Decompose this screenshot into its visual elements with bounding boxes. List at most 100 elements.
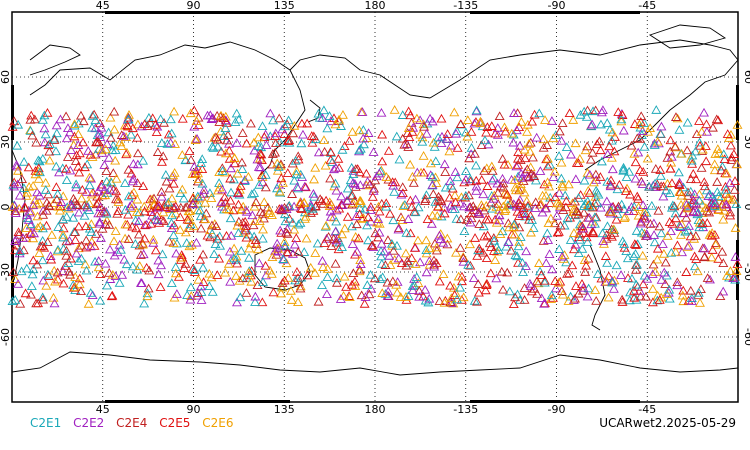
- occultation-point: [538, 142, 549, 152]
- occultation-point: [211, 221, 222, 231]
- occultation-point: [370, 175, 381, 185]
- occultation-point: [239, 176, 250, 185]
- occultation-point: [39, 123, 50, 133]
- occultation-point: [457, 276, 467, 286]
- occultation-point: [462, 131, 473, 141]
- occultation-point: [231, 251, 242, 261]
- occultation-point: [626, 273, 637, 283]
- occultation-point: [234, 275, 245, 285]
- occultation-point: [354, 125, 365, 135]
- occultation-point: [273, 162, 284, 171]
- occultation-point: [584, 169, 595, 179]
- occultation-point: [178, 193, 189, 203]
- occultation-point: [220, 148, 231, 158]
- occultation-point: [260, 260, 271, 270]
- occultation-point: [267, 210, 277, 220]
- occultation-point: [710, 149, 721, 158]
- occultation-point: [210, 239, 221, 249]
- occultation-point: [547, 264, 558, 274]
- occultation-point: [525, 281, 536, 290]
- occultation-point: [604, 141, 615, 151]
- occultation-point: [293, 297, 303, 306]
- occultation-point: [493, 245, 504, 255]
- occultation-point: [315, 194, 326, 203]
- occultation-point: [691, 206, 702, 216]
- occultation-point: [480, 285, 491, 295]
- occultation-point: [490, 255, 501, 265]
- occultation-point: [346, 191, 357, 200]
- occultation-point: [449, 107, 460, 117]
- occultation-point: [95, 269, 106, 279]
- occultation-point: [616, 116, 627, 126]
- occultation-point: [196, 295, 207, 304]
- occultation-point: [279, 240, 290, 250]
- occultation-point: [471, 186, 482, 195]
- occultation-point: [144, 265, 155, 275]
- occultation-point: [255, 207, 266, 216]
- occultation-point: [584, 201, 595, 211]
- occultation-point: [676, 148, 687, 158]
- occultation-point: [180, 154, 191, 164]
- occultation-point: [521, 246, 532, 256]
- occultation-point: [485, 268, 496, 278]
- occultation-point: [482, 181, 493, 190]
- occultation-point: [424, 293, 435, 303]
- occultation-point: [397, 188, 408, 197]
- occultation-point: [41, 205, 52, 215]
- occultation-point: [624, 166, 635, 176]
- occultation-point: [51, 161, 62, 171]
- occultation-point: [364, 289, 375, 299]
- occultation-point: [721, 271, 732, 280]
- occultation-point: [337, 229, 348, 239]
- occultation-point: [309, 174, 319, 184]
- occultation-point: [656, 275, 667, 284]
- occultation-point: [504, 286, 515, 296]
- occultation-point: [261, 140, 272, 149]
- occultation-point: [590, 169, 601, 179]
- occultation-point: [99, 206, 109, 216]
- occultation-point: [445, 176, 456, 185]
- legend-item-c2e2: C2E2: [73, 416, 105, 430]
- occultation-point: [96, 145, 107, 155]
- occultation-point: [510, 250, 521, 260]
- occultation-point: [24, 181, 35, 191]
- occultation-point: [55, 114, 66, 124]
- occultation-point: [322, 264, 333, 273]
- occultation-point: [193, 176, 204, 186]
- occultation-point: [110, 226, 121, 235]
- occultation-point: [565, 212, 576, 222]
- occultation-point: [621, 172, 632, 181]
- occultation-point: [476, 140, 487, 149]
- occultation-point: [138, 181, 149, 191]
- occultation-point: [37, 153, 48, 163]
- occultation-point: [407, 285, 418, 295]
- occultation-point: [466, 208, 477, 218]
- occultation-point: [405, 159, 416, 169]
- occultation-point: [597, 105, 608, 114]
- occultation-point: [208, 142, 219, 152]
- occultation-point: [410, 207, 421, 217]
- occultation-point: [291, 166, 302, 176]
- occultation-point: [455, 119, 466, 128]
- occultation-point: [648, 180, 659, 190]
- occultation-point: [374, 206, 385, 216]
- occultation-point: [336, 191, 347, 201]
- occultation-point: [693, 290, 704, 300]
- occultation-point: [198, 262, 208, 272]
- occultation-point: [462, 115, 473, 124]
- occultation-point: [685, 174, 696, 183]
- occultation-point: [681, 212, 692, 222]
- occultation-point: [192, 133, 203, 143]
- occultation-point: [71, 150, 82, 160]
- occultation-point: [554, 244, 565, 253]
- occultation-point: [495, 181, 506, 191]
- occultation-point: [374, 218, 385, 228]
- coastline-eurasia-north: [29, 41, 431, 99]
- occultation-point: [241, 138, 252, 148]
- occultation-point: [307, 203, 318, 213]
- occultation-point: [473, 279, 484, 288]
- occultation-point: [603, 271, 614, 281]
- occultation-point: [471, 181, 482, 191]
- occultation-point: [608, 224, 619, 234]
- occultation-point: [724, 193, 735, 202]
